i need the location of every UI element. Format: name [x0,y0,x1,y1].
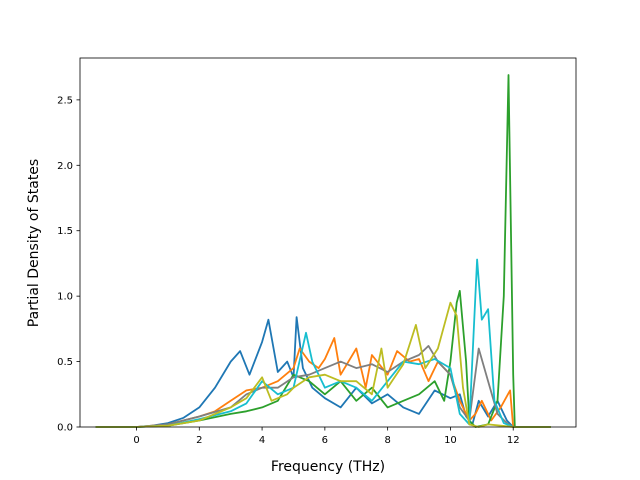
x-axis-label: Frequency (THz) [271,459,385,475]
x-tick-label: 12 [507,435,520,446]
y-tick-label: 1.0 [57,292,73,303]
x-tick-label: 6 [322,435,328,446]
y-tick-label: 2.0 [57,161,73,172]
x-tick-label: 0 [133,435,139,446]
y-tick-label: 0.0 [57,423,73,434]
series-line-2 [95,337,551,428]
series-line-4 [95,345,551,428]
series-line-6 [95,301,551,428]
y-tick-label: 2.5 [57,95,73,106]
plot-frame [79,57,577,428]
y-tick-label: 1.5 [57,226,73,237]
x-tick-label: 10 [444,435,457,446]
x-tick-label: 8 [384,435,390,446]
series-line-5 [95,258,551,428]
x-tick-label: 4 [259,435,265,446]
x-tick-label: 2 [196,435,202,446]
y-axis-ticks: 0.0 0.5 1.0 1.5 2.0 2.5 [57,95,80,434]
x-axis-ticks: 0 2 4 6 8 10 12 [133,427,520,446]
series-line-1 [95,316,551,428]
y-tick-label: 0.5 [57,357,73,368]
y-axis-label: Partial Density of States [26,159,42,327]
series-lines [95,74,551,428]
